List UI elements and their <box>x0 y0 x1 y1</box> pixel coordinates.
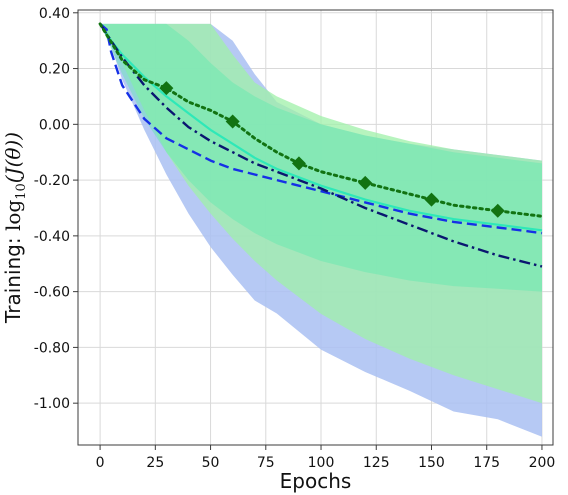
series-line-dashed <box>99 22 543 235</box>
series-line-dotted <box>98 22 544 218</box>
x-tick-label: 100 <box>308 455 335 471</box>
x-axis-title: Epochs <box>280 469 352 493</box>
y-tick-label: 0.40 <box>39 6 70 22</box>
x-tick-label: 125 <box>363 455 390 471</box>
y-tick-label: 0.00 <box>39 117 70 133</box>
diamond-marker <box>358 175 373 190</box>
diamond-marker <box>291 156 306 171</box>
series-line-dashdot <box>99 23 543 268</box>
confidence-band-3 <box>100 23 542 292</box>
x-tick-label: 175 <box>473 455 500 471</box>
x-tick-label: 50 <box>202 455 220 471</box>
y-tick-label: 0.20 <box>39 62 70 78</box>
y-tick-label: -1.00 <box>34 396 70 412</box>
x-tick-label: 75 <box>257 455 275 471</box>
series-line-solid <box>99 23 543 232</box>
plot-frame <box>77 9 554 446</box>
plot-area <box>98 22 544 437</box>
y-tick-label: -0.80 <box>34 340 70 356</box>
diamond-marker <box>159 81 174 96</box>
x-tick-label: 200 <box>529 455 556 471</box>
y-tick-label: -0.20 <box>34 173 70 189</box>
y-axis-title: Training: log10(J(θ)) <box>1 132 29 324</box>
x-tick-label: 25 <box>146 455 164 471</box>
x-tick-label: 0 <box>96 455 105 471</box>
confidence-band-2 <box>100 23 542 404</box>
y-tick-label: -0.60 <box>34 285 70 301</box>
x-tick-label: 150 <box>418 455 445 471</box>
diamond-marker <box>424 192 439 207</box>
y-tick-label: -0.40 <box>34 229 70 245</box>
diamond-marker <box>490 203 505 218</box>
diamond-marker <box>225 114 240 129</box>
